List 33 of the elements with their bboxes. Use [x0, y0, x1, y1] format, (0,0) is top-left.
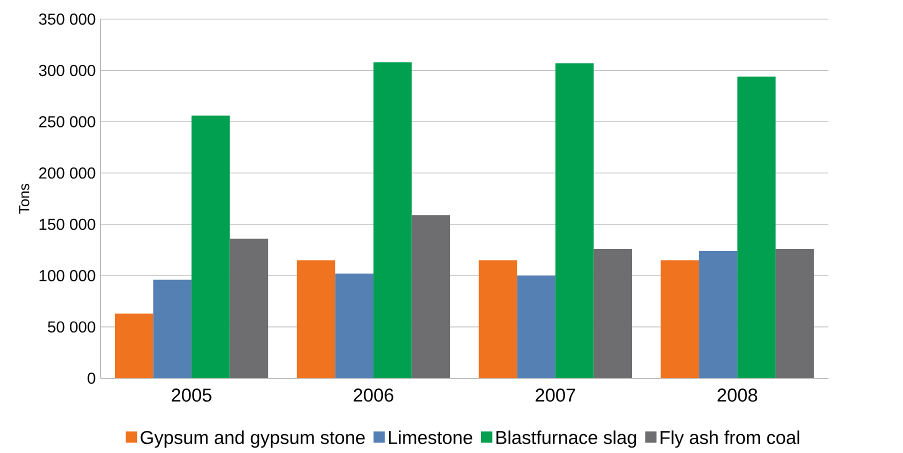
y-tick-label: 250 000	[39, 116, 96, 128]
legend-label: Gypsum and gypsum stone	[140, 430, 365, 448]
x-tick-label: 2007	[536, 388, 576, 402]
bar	[737, 76, 776, 378]
y-tick-label: 200 000	[39, 167, 96, 179]
bar	[555, 63, 594, 378]
x-tick-label: 2006	[354, 388, 394, 402]
bar	[517, 276, 556, 378]
x-tick-label: 2008	[718, 388, 758, 402]
bar	[776, 249, 814, 378]
bar	[153, 280, 192, 378]
x-tick-label: 2005	[172, 388, 212, 402]
y-tick-label: 350 000	[39, 14, 96, 25]
bar	[373, 62, 412, 378]
y-axis-title: Tons	[19, 184, 30, 214]
y-tick-label: 0	[88, 372, 96, 384]
y-tick-label: 100 000	[40, 270, 96, 282]
bar	[660, 260, 700, 378]
bar	[192, 116, 230, 378]
bar	[478, 260, 518, 378]
y-tick-label: 300 000	[39, 64, 96, 76]
legend-label: Fly ash from coal	[660, 430, 800, 448]
bar	[335, 274, 374, 378]
bar	[114, 314, 154, 378]
bar	[230, 238, 268, 378]
bar	[699, 251, 738, 378]
y-tick-label: 150 000	[40, 218, 96, 230]
legend-label: Limestone	[388, 430, 472, 444]
bar	[296, 260, 336, 378]
y-tick-label: 50 000	[48, 321, 96, 333]
legend-label: Blastfurnace slag	[496, 430, 636, 448]
bar	[594, 249, 632, 378]
bar	[412, 215, 450, 378]
